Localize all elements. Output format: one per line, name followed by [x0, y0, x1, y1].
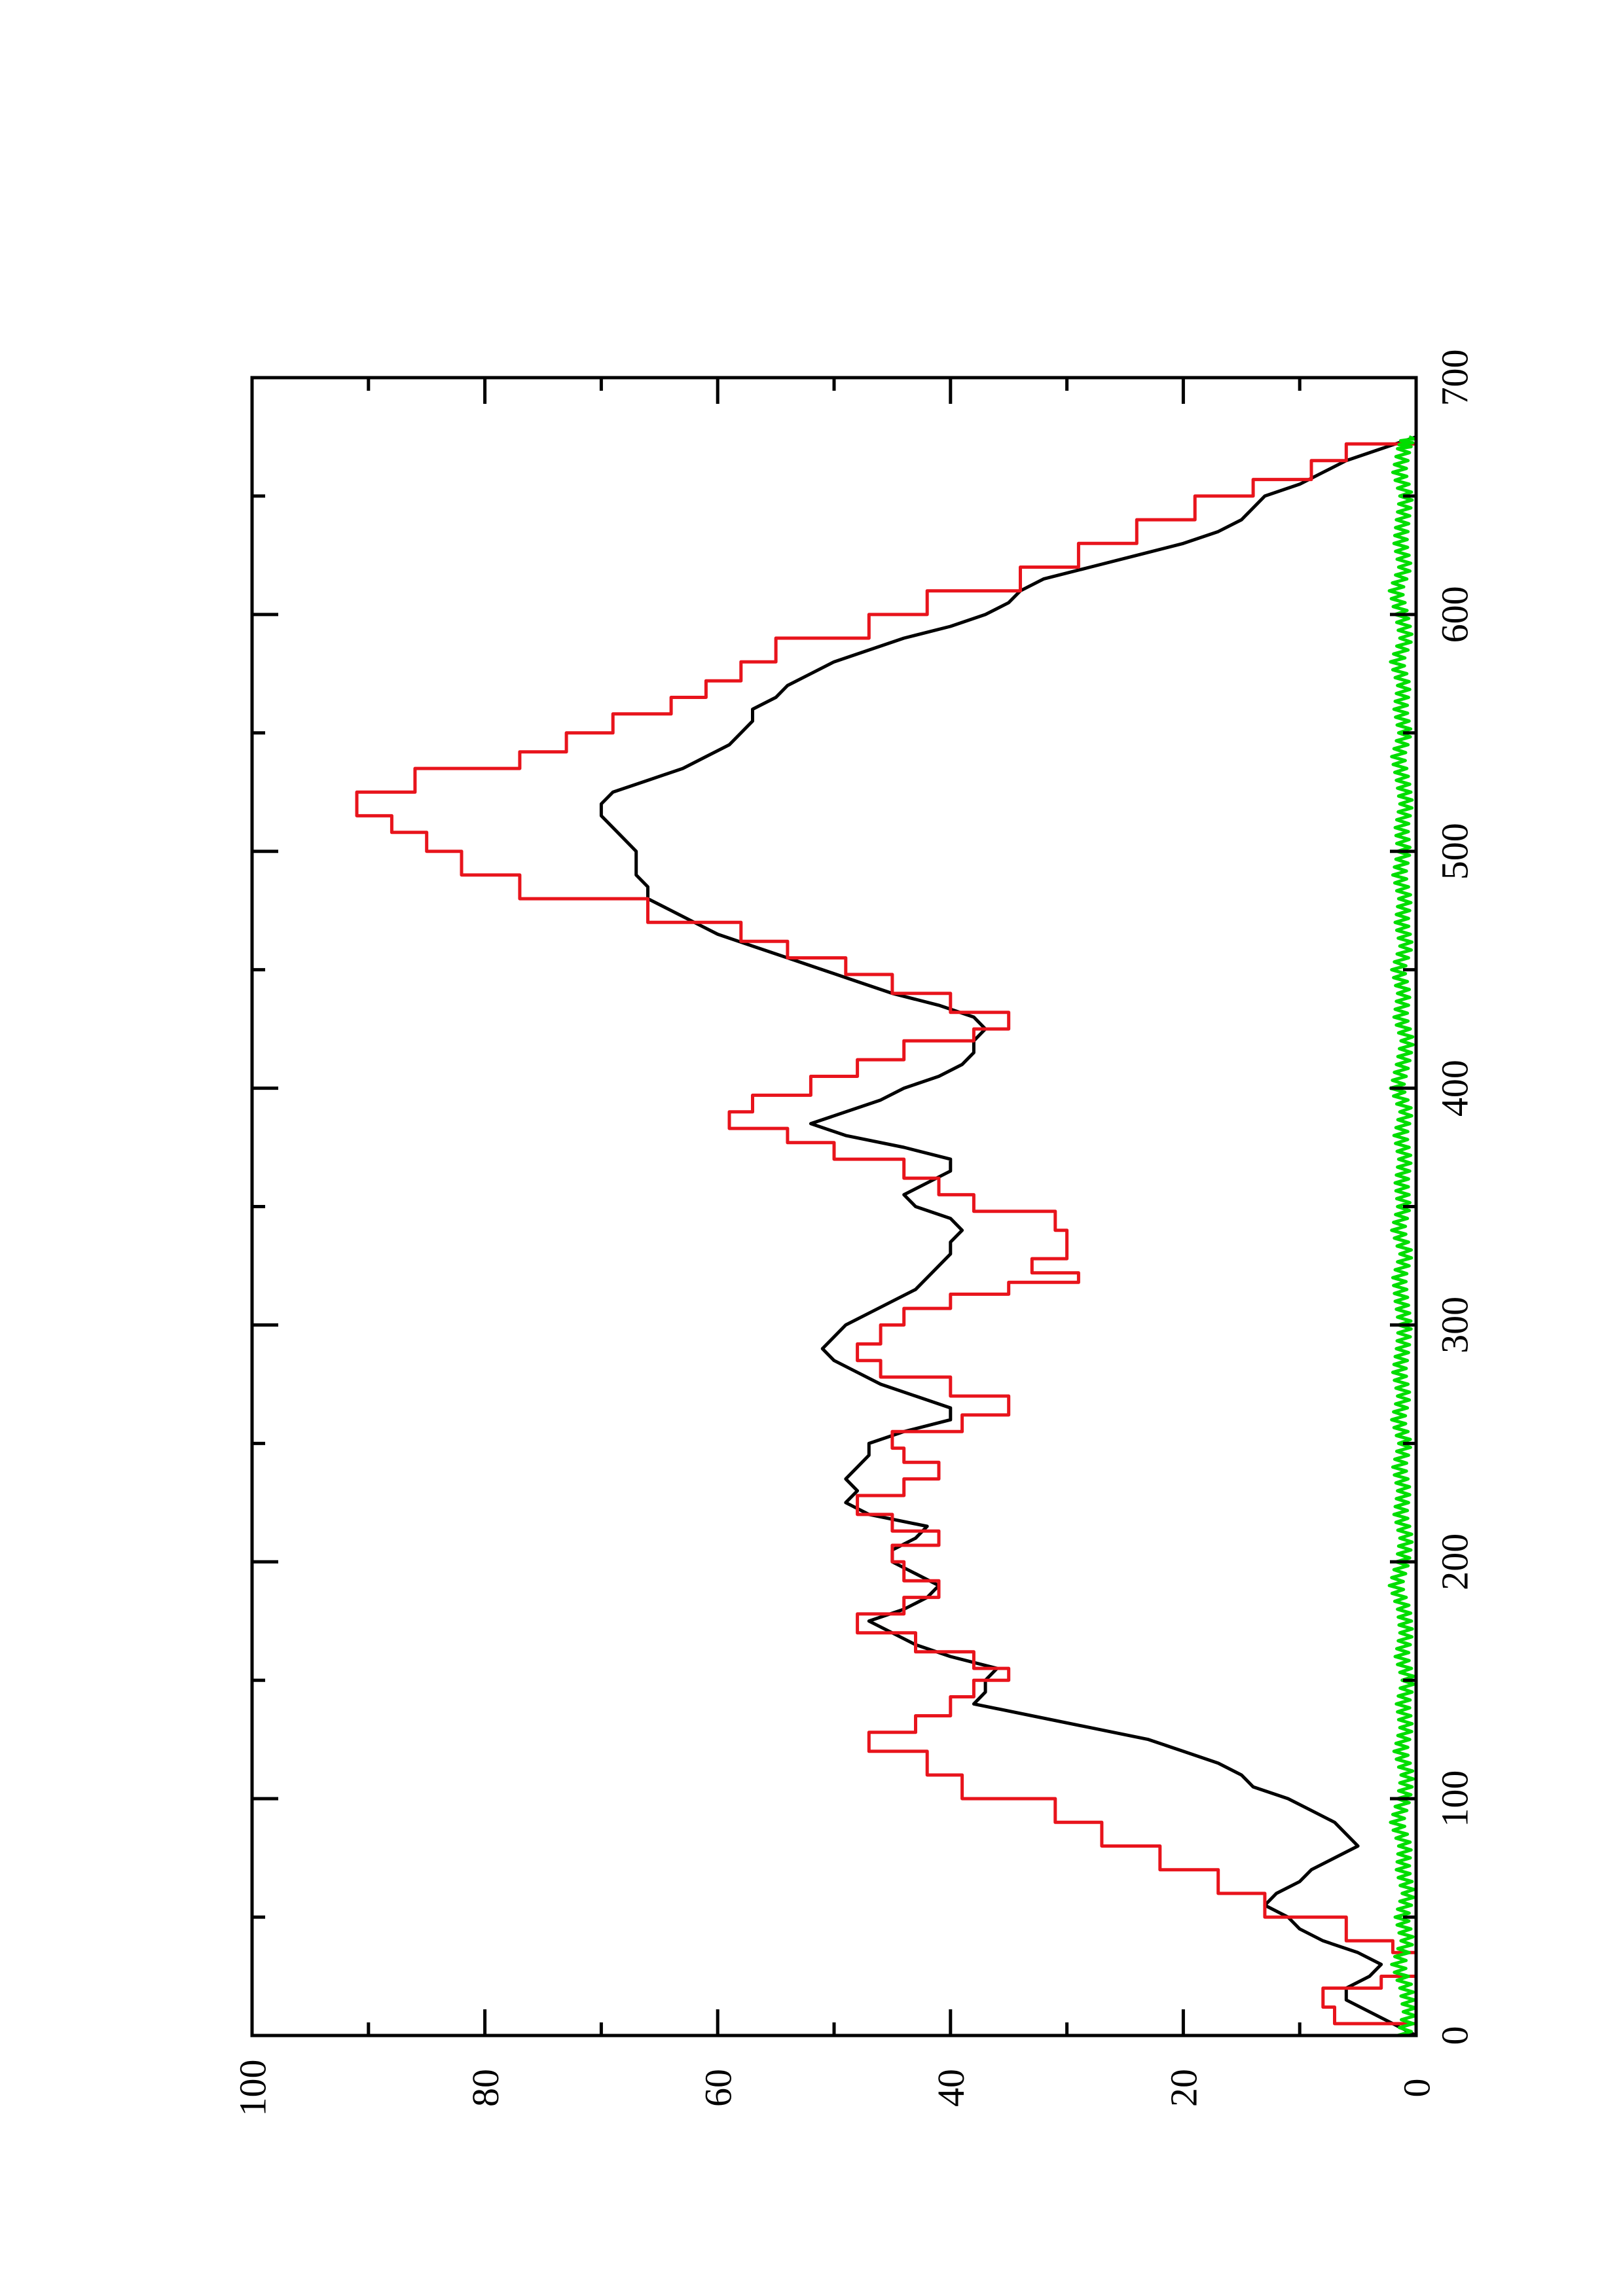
y-tick-label: 80: [464, 2069, 507, 2107]
x-tick-label: 500: [1433, 823, 1476, 880]
series-1-line: [599, 435, 1417, 2037]
y-tick-label: 100: [231, 2060, 274, 2117]
x-tick-label: 200: [1433, 1534, 1476, 1590]
y-tick-label: 0: [1395, 2079, 1438, 2098]
y-tick-label: 20: [1163, 2069, 1205, 2107]
tick-labels: 0 100 200 300 400 500 600 700 0 20 40 60 80 100: [231, 350, 1476, 2117]
x-tick-label: 300: [1433, 1297, 1476, 1354]
y-tick-label: 40: [930, 2069, 972, 2107]
plot-frame: [250, 376, 1418, 2037]
y-tick-label: 60: [697, 2069, 740, 2107]
series-3-line: [1387, 435, 1417, 2037]
x-tick-label: 600: [1433, 586, 1476, 643]
plot-area: [355, 435, 1418, 2037]
axis-ticks: [250, 376, 1418, 2037]
x-tick-label: 100: [1433, 1770, 1476, 1827]
x-tick-label: 0: [1433, 2026, 1476, 2045]
x-tick-label: 700: [1433, 350, 1476, 406]
series-2-line: [355, 442, 1418, 2036]
x-tick-label: 400: [1433, 1060, 1476, 1117]
